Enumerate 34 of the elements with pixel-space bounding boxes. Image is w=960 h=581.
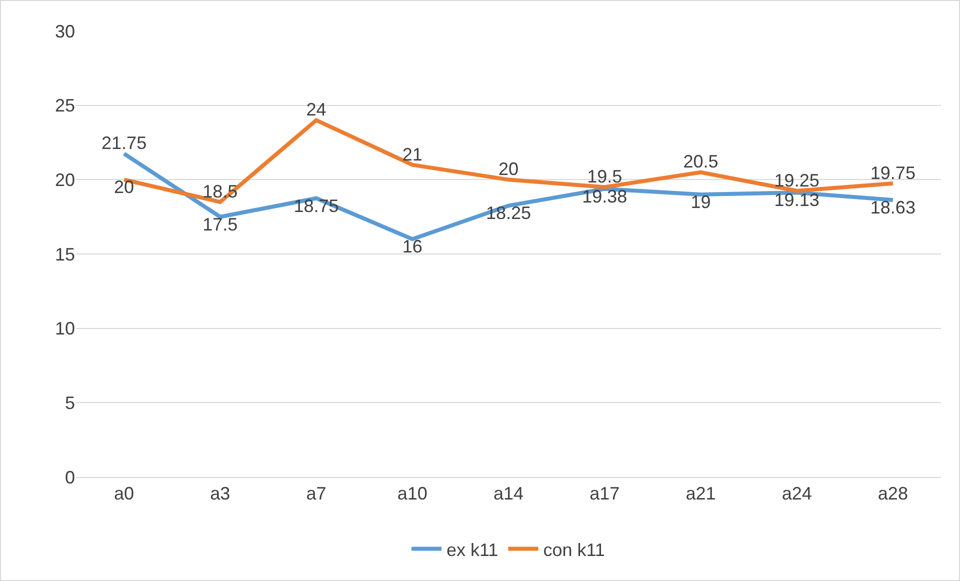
data-label: 21	[402, 144, 422, 164]
x-tick-label: a24	[782, 484, 812, 504]
data-label: 18.63	[870, 198, 916, 218]
y-tick-label: 10	[54, 318, 75, 339]
data-label: 19.25	[774, 170, 820, 190]
y-tick-label: 0	[64, 467, 75, 488]
data-label: 19.75	[870, 162, 916, 183]
x-tick-label: a3	[210, 484, 230, 504]
y-tick-label: 25	[54, 96, 75, 116]
data-label: 20.5	[683, 152, 718, 172]
data-label: 18.25	[486, 203, 532, 224]
data-label: 19.5	[587, 166, 622, 187]
y-tick-label: 5	[64, 392, 75, 413]
data-label: 16	[402, 236, 422, 257]
y-tick-label: 20	[54, 170, 75, 190]
x-tick-label: a0	[114, 484, 134, 504]
x-tick-label: a14	[493, 484, 524, 504]
data-label: 24	[306, 100, 326, 120]
data-label: 19	[690, 192, 711, 212]
x-tick-label: a10	[397, 484, 428, 504]
legend-label: ex k11	[446, 540, 498, 560]
data-label: 19.38	[582, 186, 628, 206]
x-tick-label: a17	[590, 484, 620, 504]
data-label: 17.5	[202, 214, 238, 234]
y-tick-label: 15	[54, 244, 75, 264]
x-tick-label: a28	[878, 484, 908, 504]
legend-label: con k11	[543, 540, 605, 560]
data-label: 21.75	[102, 133, 147, 154]
x-tick-label: a21	[686, 484, 716, 504]
y-tick-label: 30	[54, 21, 75, 42]
data-label: 20	[498, 159, 519, 180]
data-label: 19.13	[774, 190, 820, 210]
data-label: 20	[114, 177, 134, 198]
x-tick-label: a7	[306, 484, 326, 504]
